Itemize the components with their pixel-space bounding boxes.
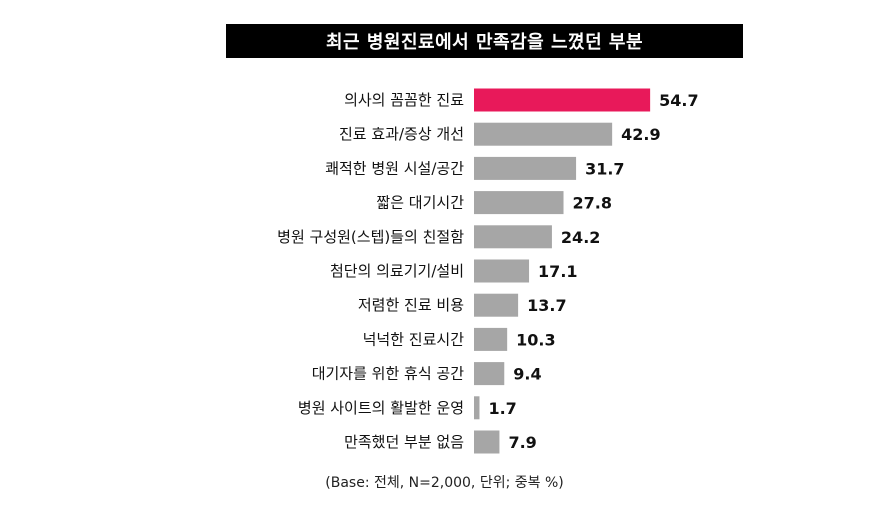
category-label: 병원 사이트의 활발한 운영 (298, 399, 464, 417)
value-label: 7.9 (508, 433, 536, 452)
bar (474, 293, 519, 317)
category-label: 넉넉한 진료시간 (363, 330, 465, 348)
bar (474, 396, 480, 420)
bar (474, 327, 508, 351)
value-label: 13.7 (527, 296, 566, 315)
value-label: 10.3 (516, 330, 555, 349)
bar (474, 156, 577, 180)
category-label: 의사의 꼼꼼한 진료 (344, 91, 464, 109)
value-label: 24.2 (561, 228, 600, 247)
value-label: 42.9 (621, 125, 660, 144)
category-label: 첨단의 의료기기/설비 (330, 262, 464, 280)
value-label: 1.7 (488, 399, 516, 418)
bar (474, 225, 552, 249)
bar (474, 122, 613, 146)
value-label: 54.7 (659, 91, 698, 110)
bar (474, 362, 505, 386)
bar (474, 191, 564, 215)
category-label: 쾌적한 병원 시설/공간 (325, 159, 464, 177)
category-label: 짧은 대기시간 (376, 194, 464, 212)
chart-footnote: (Base: 전체, N=2,000, 단위; 중복 %) (325, 475, 564, 491)
category-label: 만족했던 부분 없음 (344, 433, 464, 451)
category-label: 저렴한 진료 비용 (358, 296, 464, 314)
bar (474, 430, 500, 454)
value-label: 9.4 (513, 365, 541, 384)
value-label: 27.8 (573, 194, 612, 213)
value-label: 17.1 (538, 262, 577, 281)
bar (474, 88, 651, 112)
category-label: 대기자를 위한 휴식 공간 (312, 365, 465, 383)
chart-title: 최근 병원진료에서 만족감을 느꼈던 부분 (226, 24, 743, 58)
bar (474, 259, 530, 283)
value-label: 31.7 (585, 159, 624, 178)
category-label: 진료 효과/증상 개선 (339, 125, 464, 143)
category-label: 병원 구성원(스텝)들의 친절함 (277, 228, 464, 246)
